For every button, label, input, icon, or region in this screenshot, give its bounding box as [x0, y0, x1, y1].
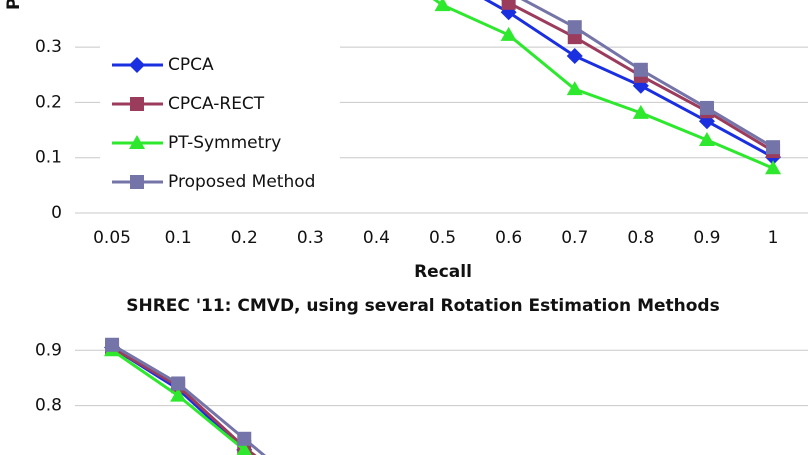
marker [130, 175, 144, 189]
plot-area [75, 337, 808, 455]
marker [130, 97, 144, 111]
marker [129, 57, 145, 73]
series-line [500, 0, 774, 153]
legend-label: PT-Symmetry [168, 133, 281, 153]
y-tick-label: 0 [51, 203, 62, 223]
y-axis-label: Precision [4, 0, 24, 10]
x-tick-label: 0.7 [561, 228, 588, 248]
marker [129, 135, 145, 149]
y-tick-label: 0.8 [35, 396, 62, 416]
series-line [111, 349, 252, 455]
series-line [111, 346, 257, 455]
marker [699, 100, 714, 115]
y-tick-label: 0.2 [35, 92, 62, 112]
y-tick-label: 0.9 [35, 340, 62, 360]
marker [500, 26, 517, 41]
marker [766, 140, 781, 155]
marker [171, 376, 186, 391]
marker [698, 132, 715, 147]
marker [170, 387, 187, 402]
legend-label: CPCA-RECT [168, 94, 265, 114]
marker [632, 104, 649, 119]
marker [633, 62, 648, 77]
x-axis-label: Recall [414, 262, 472, 282]
x-tick-label: 0.4 [363, 228, 390, 248]
x-tick-label: 0.05 [93, 228, 131, 248]
y-tick-label: 0.3 [35, 37, 62, 57]
marker [237, 431, 252, 446]
marker [567, 20, 582, 35]
legend-label: Proposed Method [168, 172, 315, 192]
legend-label: CPCA [168, 55, 214, 75]
x-tick-label: 0.2 [231, 228, 258, 248]
y-tick-label: 0.4 [35, 0, 62, 2]
series-line [111, 346, 253, 455]
chart-title: SHREC '11: CMVD, using several Rotation … [126, 296, 719, 316]
x-tick-label: 0.9 [693, 228, 720, 248]
marker [500, 4, 517, 21]
marker [236, 441, 252, 455]
series-line [483, 0, 774, 159]
marker [566, 81, 583, 96]
marker [434, 0, 451, 12]
y-tick-label: 0.1 [35, 148, 62, 168]
marker [501, 0, 516, 10]
x-tick-label: 0.8 [627, 228, 654, 248]
series-line [111, 343, 266, 455]
x-tick-label: 0.1 [165, 228, 192, 248]
x-tick-label: 0.3 [297, 228, 324, 248]
x-tick-label: 1 [768, 228, 779, 248]
x-tick-label: 0.5 [429, 228, 456, 248]
marker [566, 47, 583, 64]
marker [105, 337, 120, 352]
x-tick-label: 0.6 [495, 228, 522, 248]
series-line [520, 0, 774, 149]
marker [765, 160, 782, 175]
